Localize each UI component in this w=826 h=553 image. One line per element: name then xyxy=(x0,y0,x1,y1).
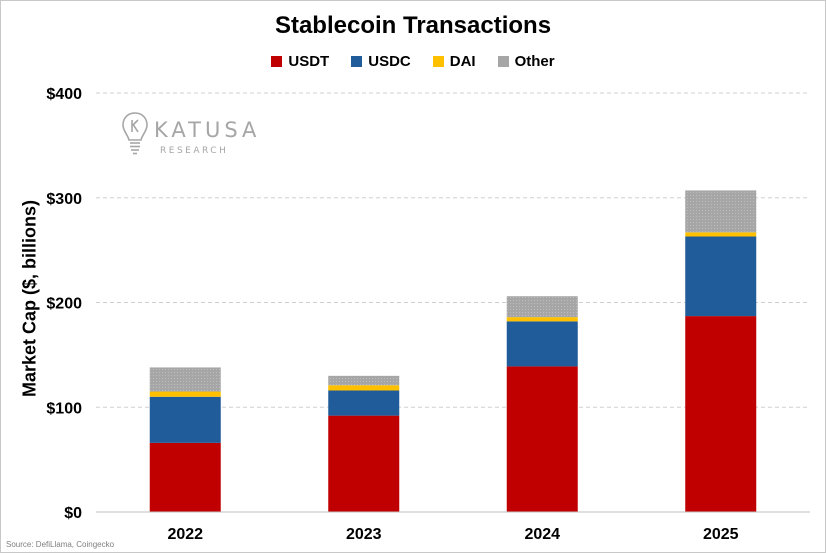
bar-usdt-2024 xyxy=(506,366,578,512)
y-tick-label: $0 xyxy=(64,505,82,522)
legend-swatch-dai xyxy=(432,56,444,67)
legend-item-usdc: USDC xyxy=(351,53,411,70)
bar-other-2022 xyxy=(149,367,221,392)
bar-dai-2024 xyxy=(506,317,578,322)
bar-usdt-2025 xyxy=(685,316,757,512)
legend-label-usdt: USDT xyxy=(288,53,330,70)
lightbulb-icon xyxy=(122,112,148,155)
bar-other-2023 xyxy=(328,375,400,386)
x-tick-label: 2023 xyxy=(346,526,382,543)
y-tick-label: $200 xyxy=(46,296,82,313)
legend-swatch-usdt xyxy=(271,56,283,67)
watermark-name: KATUSA xyxy=(154,118,261,142)
x-tick-label: 2022 xyxy=(167,526,203,543)
bar-other-2025 xyxy=(685,190,757,233)
source-note: Source: DefiLlama, Coingecko xyxy=(6,540,115,549)
legend-label-dai: DAI xyxy=(449,53,476,70)
bar-other-2024 xyxy=(506,296,578,318)
bar-usdc-2022 xyxy=(149,396,221,443)
watermark-logo: KATUSA RESEARCH xyxy=(120,110,270,160)
bar-usdc-2025 xyxy=(685,236,757,317)
x-tick-label: 2025 xyxy=(703,526,739,543)
legend: USDT USDC DAI Other xyxy=(0,53,826,70)
y-tick-label: $100 xyxy=(46,400,82,417)
legend-item-other: Other xyxy=(497,53,555,70)
bar-dai-2025 xyxy=(685,232,757,237)
bar-dai-2023 xyxy=(328,385,400,391)
legend-swatch-other xyxy=(497,56,509,67)
legend-label-other: Other xyxy=(514,53,555,70)
y-tick-label: $400 xyxy=(46,86,82,103)
legend-label-usdc: USDC xyxy=(368,53,411,70)
legend-item-dai: DAI xyxy=(432,53,476,70)
chart-title: Stablecoin Transactions xyxy=(274,12,552,39)
bar-usdc-2024 xyxy=(506,321,578,367)
bar-usdt-2022 xyxy=(149,442,221,512)
legend-swatch-usdc xyxy=(351,56,363,67)
legend-item-usdt: USDT xyxy=(271,53,329,70)
x-tick-label: 2024 xyxy=(524,526,560,543)
bar-usdt-2023 xyxy=(328,415,400,512)
watermark-sub: RESEARCH xyxy=(160,146,229,156)
bar-dai-2022 xyxy=(149,391,221,397)
bar-usdc-2023 xyxy=(328,390,400,416)
y-tick-label: $300 xyxy=(46,191,82,208)
